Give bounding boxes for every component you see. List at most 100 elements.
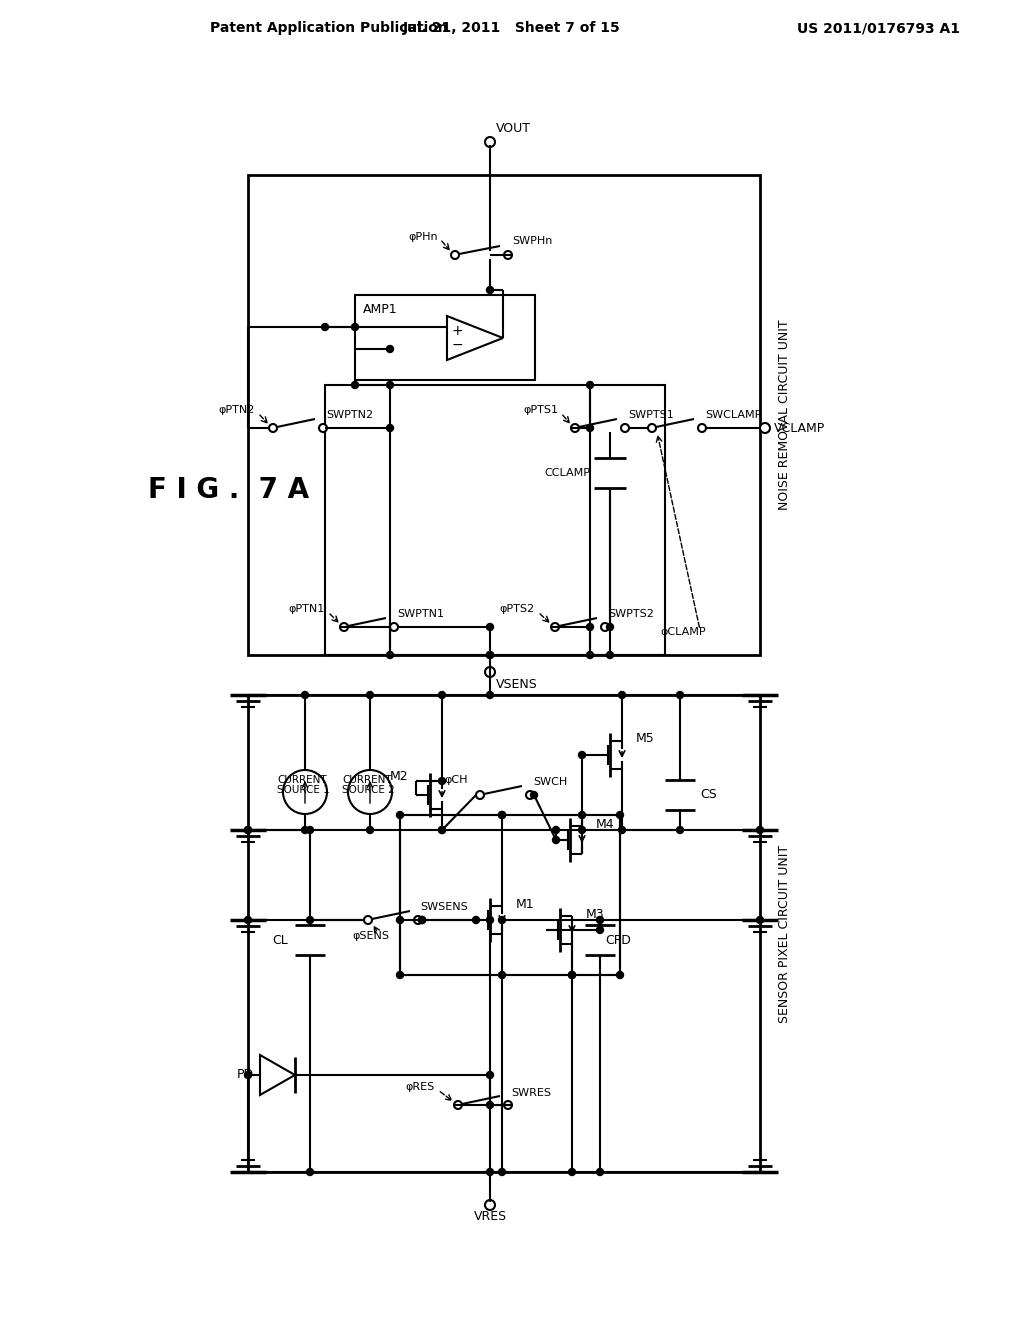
Text: SWCLAMP: SWCLAMP [705,411,762,420]
Circle shape [486,652,494,659]
Bar [248,696,760,1172]
Circle shape [504,251,512,259]
Circle shape [306,1168,313,1176]
Circle shape [499,812,506,818]
Text: SWPHn: SWPHn [512,236,552,246]
Circle shape [486,692,494,698]
Circle shape [486,1168,494,1176]
Text: VCLAMP: VCLAMP [774,421,825,434]
Circle shape [616,812,624,818]
Text: CS: CS [700,788,717,801]
Circle shape [677,692,683,698]
Text: CCLAMP: CCLAMP [544,469,590,478]
Text: SWRES: SWRES [511,1088,551,1098]
Circle shape [568,972,575,978]
Circle shape [648,424,656,432]
Circle shape [677,826,683,833]
Circle shape [698,424,706,432]
Text: VSENS: VSENS [496,677,538,690]
Circle shape [351,323,358,330]
Circle shape [618,826,626,833]
Circle shape [438,826,445,833]
Circle shape [367,692,374,698]
Text: SOURCE 2: SOURCE 2 [342,785,394,795]
Text: SWPTN1: SWPTN1 [397,609,444,619]
Circle shape [499,1168,506,1176]
Circle shape [476,791,484,799]
Circle shape [269,424,278,432]
Text: φPTN1: φPTN1 [289,605,325,614]
Circle shape [499,812,506,818]
Text: F I G .  7 A: F I G . 7 A [148,477,309,504]
Text: M3: M3 [586,908,604,920]
Circle shape [579,826,586,833]
Text: CURRENT: CURRENT [278,775,327,785]
Circle shape [526,791,534,799]
Circle shape [757,916,764,924]
Circle shape [553,837,559,843]
Circle shape [553,826,559,833]
Text: −: − [452,338,463,352]
Text: CURRENT: CURRENT [342,775,391,785]
Circle shape [301,826,308,833]
Circle shape [621,424,629,432]
Text: +: + [452,323,463,338]
Circle shape [438,826,445,833]
Circle shape [504,1101,512,1109]
Circle shape [390,623,398,631]
Circle shape [319,424,327,432]
Circle shape [438,777,445,784]
Circle shape [486,652,494,659]
Circle shape [414,916,422,924]
Circle shape [419,916,426,924]
Text: M5: M5 [636,733,654,746]
Circle shape [486,286,494,293]
Text: φCH: φCH [444,775,468,785]
Circle shape [283,770,327,814]
Circle shape [472,916,479,924]
Circle shape [551,623,559,631]
Text: φPTN2: φPTN2 [219,405,255,414]
Text: CPD: CPD [605,933,631,946]
Circle shape [597,1168,603,1176]
Text: Patent Application Publication: Patent Application Publication [210,21,447,36]
Text: φSENS: φSENS [352,931,389,941]
Text: CL: CL [272,933,288,946]
Text: φPTS1: φPTS1 [523,405,558,414]
Text: SWPTS1: SWPTS1 [628,411,674,420]
Circle shape [485,667,495,677]
Bar [355,294,535,380]
Circle shape [618,692,626,698]
Text: SWPTS2: SWPTS2 [608,609,654,619]
Circle shape [757,826,764,833]
Text: φRES: φRES [406,1082,435,1092]
Text: SENSOR PIXEL CIRCUIT UNIT: SENSOR PIXEL CIRCUIT UNIT [778,845,791,1023]
Circle shape [579,812,586,818]
Circle shape [587,425,594,432]
Circle shape [597,927,603,933]
Circle shape [597,916,603,924]
Circle shape [485,1200,495,1210]
Circle shape [606,652,613,659]
Circle shape [386,425,393,432]
Circle shape [616,972,624,978]
Text: AMP1: AMP1 [362,304,397,315]
Circle shape [499,916,506,924]
Circle shape [486,1101,494,1109]
Circle shape [301,692,308,698]
Text: VOUT: VOUT [496,121,531,135]
Circle shape [601,623,609,631]
Text: VRES: VRES [473,1210,507,1224]
Circle shape [419,916,426,924]
Circle shape [245,826,252,833]
Text: φPHn: φPHn [409,232,438,242]
Circle shape [396,812,403,818]
Text: PD: PD [237,1068,254,1081]
Circle shape [351,381,358,388]
Circle shape [386,652,393,659]
Bar [400,814,620,975]
Circle shape [587,623,594,631]
Circle shape [322,323,329,330]
Circle shape [245,826,252,833]
Circle shape [760,422,770,433]
